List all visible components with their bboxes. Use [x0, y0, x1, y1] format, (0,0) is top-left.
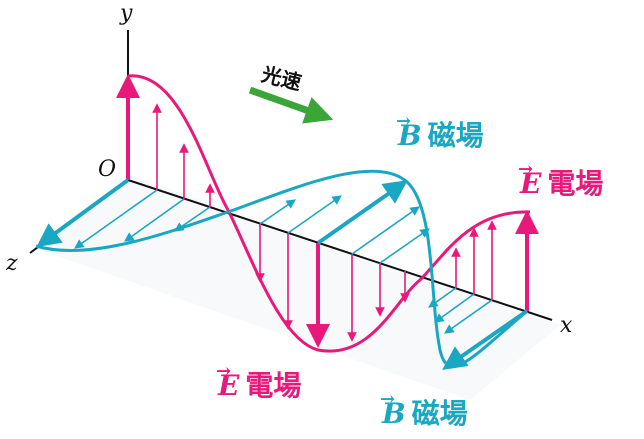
b-vector — [428, 287, 457, 308]
b-vector — [434, 293, 475, 323]
b-vector-bold — [316, 180, 408, 245]
electric-field-label-right: → E 電場 — [518, 159, 604, 200]
magnetic-field-wave — [35, 169, 528, 368]
b-vector — [259, 199, 296, 225]
b-symbol: → B — [396, 111, 422, 152]
magnetic-plane-shade — [40, 175, 560, 400]
magnetic-field-vectors — [74, 189, 493, 334]
b-vector — [444, 299, 493, 334]
e-symbol: → E — [216, 361, 240, 402]
b-symbol: → B — [380, 389, 406, 430]
magnetic-field-label-top: → B 磁場 — [396, 111, 484, 152]
b-vector-bold — [442, 309, 529, 370]
x-axis — [127, 179, 553, 321]
electric-field-vectors — [152, 103, 497, 342]
e-symbol: → E — [518, 159, 542, 200]
magnetic-field-label-bottom: → B 磁場 — [380, 389, 468, 430]
b-vector — [124, 198, 185, 242]
b-vector — [351, 206, 420, 255]
y-axis-label: y — [119, 1, 133, 26]
speed-of-light-arrow — [248, 86, 334, 124]
electric-field-wave — [127, 74, 531, 353]
b-vector — [174, 206, 211, 232]
b-vector — [379, 228, 430, 264]
electric-field-text: 電場 — [547, 167, 604, 200]
magnetic-field-text: 磁場 — [411, 397, 468, 430]
electric-field-text: 電場 — [245, 369, 302, 402]
magnetic-field-text: 磁場 — [427, 119, 484, 152]
b-vector — [287, 195, 342, 234]
b-vector — [74, 189, 158, 249]
b-vector-bold — [36, 178, 130, 248]
electric-field-label-bottom: → E 電場 — [216, 361, 302, 402]
x-axis-label: x — [560, 313, 573, 338]
z-axis-label: z — [5, 251, 18, 276]
origin-label: O — [98, 157, 116, 182]
